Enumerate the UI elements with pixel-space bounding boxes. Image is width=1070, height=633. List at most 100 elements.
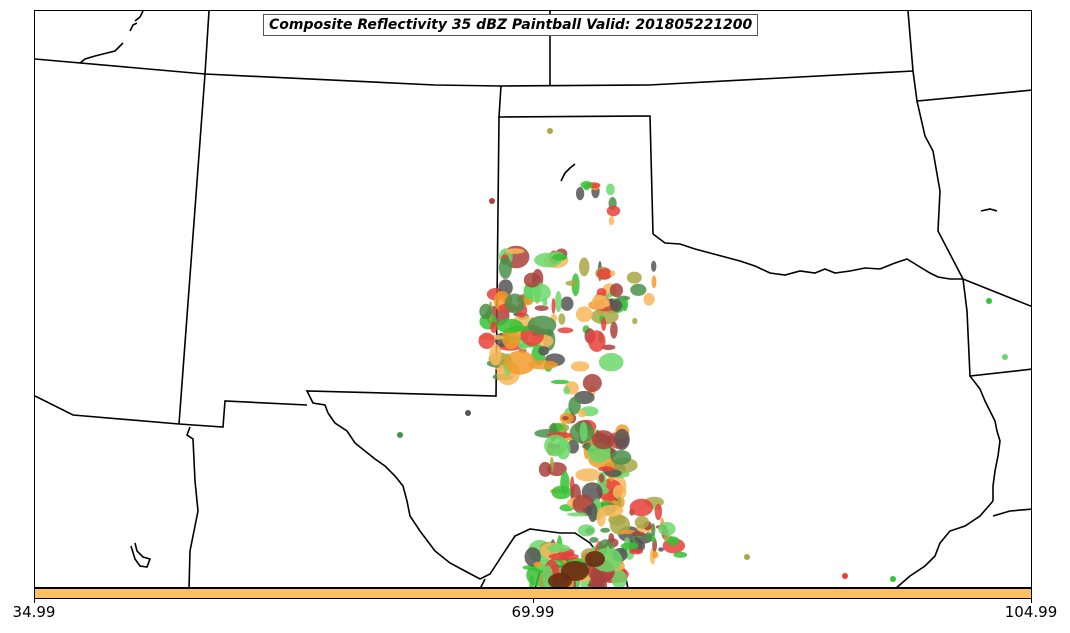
lake-mo [980, 208, 998, 212]
paintball-blob [632, 317, 638, 325]
paintball-blob [551, 485, 572, 500]
paintball-blob [592, 430, 615, 450]
paintball-blob [601, 317, 607, 331]
paintball-blob [608, 216, 615, 226]
paintball-blob [890, 576, 896, 582]
border-nm-west [35, 395, 308, 428]
paintball-blob [644, 532, 653, 541]
paintball-blob [555, 291, 562, 313]
paintball-blob [599, 504, 624, 517]
border-az-nm [186, 426, 199, 587]
paintball-blob [598, 353, 624, 372]
paintball-blob [533, 561, 543, 568]
paintball-blob [570, 361, 590, 372]
paintball-blob [651, 275, 657, 289]
paintball-blob [489, 198, 495, 204]
paintball-blob [557, 327, 574, 334]
paintball-blob [634, 515, 650, 529]
paintball-blob [504, 293, 525, 314]
paintball-blob [547, 128, 553, 134]
paintball-blob [527, 315, 557, 335]
paintball-blob [551, 298, 556, 314]
border-wy-co [35, 58, 914, 87]
paintball-blob [490, 321, 498, 333]
paintball-blob [552, 253, 568, 261]
colorbar-tick [1031, 599, 1032, 603]
paintball-blob [560, 296, 574, 311]
paintball-blob [600, 527, 610, 533]
paintball-blob [652, 551, 659, 559]
colorbar [34, 588, 1032, 599]
paintball-blob [609, 298, 614, 305]
colorbar-tick-label-min: 34.99 [12, 603, 56, 621]
paintball-blob [558, 313, 566, 325]
paintball-blob [629, 548, 643, 555]
paintball-blob [575, 306, 593, 323]
paintball-blob [654, 503, 663, 521]
colorbar-tick [34, 599, 35, 603]
paintball-blob [546, 544, 571, 553]
paintball-blob [579, 421, 588, 442]
border-co-nm [498, 85, 654, 235]
paintball-blob [630, 283, 647, 296]
paintball-blob [590, 308, 619, 325]
paintball-blob [606, 205, 621, 217]
baja-coast [130, 542, 152, 568]
paintball-blob [562, 416, 569, 421]
lake-ne [79, 11, 144, 64]
paintball-blob [575, 468, 601, 482]
paintball-blob [842, 573, 848, 579]
paintball-blob [591, 294, 608, 310]
paintball-blob [626, 271, 642, 284]
paintball-blob [616, 295, 630, 301]
paintball-blob [610, 299, 623, 312]
paintball-blob [596, 268, 613, 280]
paintball-blob [548, 552, 579, 561]
paintball-blob [609, 270, 616, 277]
paintball-blob [580, 181, 593, 189]
paintball-blob [575, 187, 585, 201]
paintball-blob [397, 432, 403, 438]
paintball-blob [609, 283, 624, 298]
paintball-blob [610, 450, 632, 465]
colorbar-tick [533, 599, 534, 603]
paintball-blob [478, 332, 495, 349]
paintball-blob [611, 569, 627, 587]
colorbar-tick-label-max: 104.99 [1004, 603, 1058, 621]
paintball-blob [620, 542, 639, 550]
coast-gulf [896, 500, 994, 587]
paintball-blob [567, 512, 590, 517]
paintball-blob [578, 409, 587, 418]
paintball-blob [612, 484, 627, 500]
paintball-blob [598, 473, 605, 483]
lake-nm-1 [560, 163, 576, 182]
paintball-reflectivity-blobs [397, 128, 1008, 587]
map-title: Composite Reflectivity 35 dBZ Paintball … [263, 14, 759, 36]
paintball-blob [667, 536, 680, 546]
paintball-blob [658, 547, 664, 552]
paintball-blob [631, 531, 646, 537]
paintball-blob [534, 305, 549, 311]
paintball-blob [582, 374, 602, 392]
paintball-blob [658, 522, 676, 536]
colorbar-tick-label-mid: 69.99 [511, 603, 555, 621]
border-tx-la [969, 375, 1001, 501]
paintball-blob [651, 260, 657, 272]
paintball-blob [577, 524, 596, 537]
paintball-blob [544, 434, 568, 457]
paintball-blob [608, 533, 615, 543]
paintball-blob [505, 248, 525, 254]
paintball-blob [565, 280, 578, 286]
paintball-blob [509, 325, 532, 332]
paintball-blob [548, 573, 572, 587]
paintball-blob [489, 344, 502, 366]
paintball-blob [563, 386, 570, 395]
paintball-blob [538, 346, 550, 356]
paintball-blob [1002, 354, 1008, 360]
paintball-blob [465, 410, 471, 416]
paintball-blob [538, 461, 552, 477]
paintball-blob [523, 272, 541, 288]
paintball-blob [598, 466, 615, 472]
border-mo-east [907, 11, 1031, 102]
paintball-blob [629, 498, 654, 517]
